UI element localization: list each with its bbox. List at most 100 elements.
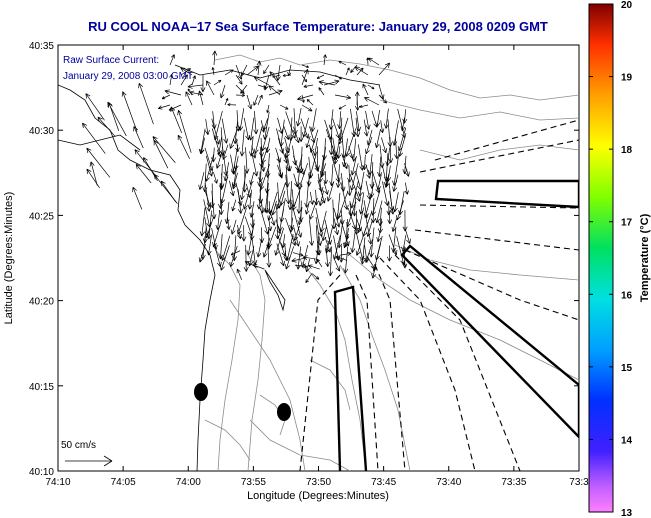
current-vector: [388, 137, 394, 164]
current-vector: [360, 237, 366, 265]
current-vector: [278, 119, 285, 147]
current-vector: [355, 117, 361, 138]
current-vector: [224, 98, 229, 106]
current-vector: [277, 164, 283, 179]
current-vector: [277, 209, 284, 232]
colorbar-tick-label: 14: [621, 435, 633, 446]
buoy-marker: [277, 403, 291, 421]
current-vector: [367, 84, 375, 90]
annotation-line-2: January 29, 2008 03:00 GMT: [63, 71, 193, 82]
current-vector: [213, 171, 218, 184]
current-vector: [249, 172, 255, 185]
current-vector: [199, 137, 205, 155]
staten-island-shore: [58, 134, 141, 151]
current-vector: [205, 155, 214, 177]
current-vector: [259, 164, 270, 191]
current-vector: [302, 255, 317, 261]
scale-label: 50 cm/s: [61, 440, 96, 451]
current-vector: [350, 228, 356, 253]
current-vector: [324, 225, 334, 254]
current-vector: [302, 117, 309, 138]
current-vector: [396, 200, 404, 221]
current-vector: [308, 198, 318, 220]
current-vector: [268, 89, 283, 96]
current-vector: [346, 201, 357, 228]
current-vector: [229, 246, 238, 268]
current-vector: [376, 174, 382, 191]
x-axis-label: Longitude (Degrees:Minutes): [247, 490, 389, 502]
current-vector: [243, 245, 249, 272]
current-vector: [294, 263, 308, 269]
current-vector: [204, 119, 210, 135]
current-vector: [138, 82, 154, 125]
current-vector: [297, 207, 303, 226]
current-vector: [220, 245, 230, 271]
current-vector: [356, 207, 364, 233]
current-vector: [349, 173, 361, 202]
current-vector: [295, 171, 301, 187]
current-vector: [365, 136, 373, 155]
current-vector: [316, 74, 325, 79]
current-vector: [308, 154, 317, 179]
current-vector: [213, 79, 222, 86]
current-vector: [235, 74, 243, 85]
current-vector: [164, 89, 182, 96]
current-vector: [382, 181, 390, 206]
current-vector: [236, 208, 247, 235]
y-axis-ticks: 40:35 40:30 40:25 40:20 40:15 40:10: [29, 41, 579, 478]
current-vector: [356, 67, 364, 76]
current-vector: [253, 111, 259, 135]
current-vector: [384, 173, 390, 188]
current-vector: [296, 107, 302, 127]
current-vector: [269, 71, 281, 86]
current-vector: [89, 161, 98, 186]
current-vector: [359, 104, 369, 109]
current-vector: [333, 257, 341, 272]
map-content: 50 cm/s Raw Surface Current: January 29,…: [58, 50, 579, 471]
current-vector: [219, 84, 226, 99]
current-vector: [335, 164, 341, 188]
current-vector: [323, 79, 340, 86]
current-vector: [251, 153, 259, 177]
current-vector: [309, 219, 315, 246]
current-vector: [336, 146, 342, 159]
current-vector: [378, 94, 388, 104]
current-vector: [354, 91, 360, 106]
current-vector: [365, 216, 373, 245]
current-vector: [271, 200, 277, 216]
current-vector: [318, 87, 325, 96]
y-tick-label: 40:20: [29, 297, 54, 308]
current-vector: [212, 219, 222, 248]
current-vector: [267, 191, 278, 221]
current-vector: [285, 246, 295, 270]
current-vector: [86, 147, 111, 178]
current-vector: [170, 106, 182, 134]
current-vector: [338, 60, 347, 66]
current-vector: [315, 207, 324, 237]
current-vector: [310, 108, 317, 132]
current-vector: [391, 218, 397, 232]
current-vector: [177, 110, 192, 153]
current-vector: [267, 226, 277, 248]
current-vector: [206, 80, 215, 96]
current-vector: [293, 209, 303, 238]
y-tick-label: 40:15: [29, 382, 54, 393]
current-vector: [187, 83, 204, 89]
x-tick-label: 74:05: [111, 477, 136, 488]
current-vector: [305, 258, 311, 273]
current-vector: [189, 90, 204, 96]
plot-frame: [57, 44, 580, 472]
x-tick-label: 74:00: [176, 477, 201, 488]
current-vector: [198, 243, 206, 263]
current-vector: [333, 218, 340, 235]
current-vector: [275, 64, 281, 81]
annotation-line-1: Raw Surface Current:: [63, 55, 159, 66]
figure-title: RU COOL NOAA–17 Sea Surface Temperature:…: [88, 19, 548, 34]
current-vector: [345, 128, 357, 157]
current-vector: [108, 102, 120, 131]
current-vector: [327, 246, 333, 277]
y-tick-label: 40:35: [29, 41, 54, 52]
y-tick-label: 40:30: [29, 126, 54, 137]
current-vector: [350, 156, 357, 176]
current-vector: [386, 165, 392, 182]
